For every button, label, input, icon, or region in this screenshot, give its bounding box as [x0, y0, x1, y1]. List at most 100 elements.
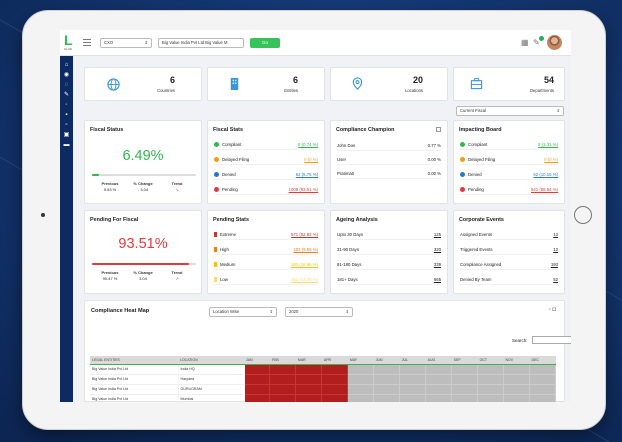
heat-map-year-select[interactable]: 2020 ⇕ [285, 307, 353, 317]
heat-map-column-header[interactable]: LOCATION [178, 356, 244, 365]
fiscal-stats-row[interactable]: Denied 62 (5.75 %) [214, 170, 318, 180]
eye-icon[interactable]: ◦ [65, 102, 68, 108]
expand-icon[interactable] [436, 127, 441, 132]
heat-map-cell[interactable] [373, 374, 401, 385]
heat-map-cell[interactable] [321, 364, 349, 375]
departments-card[interactable]: 54 Departments [453, 67, 565, 101]
heat-map-cell[interactable] [529, 374, 557, 385]
impacting-row[interactable]: Delayed Filing 0 (0 %) [460, 155, 558, 165]
home-icon[interactable]: ⌂ [64, 62, 69, 68]
ageing-value[interactable]: 125 [433, 232, 441, 237]
heat-map-cell[interactable] [425, 364, 453, 375]
fiscal-stats-value[interactable]: 62 (5.75 %) [295, 172, 318, 177]
impacting-row[interactable]: Denied 62 (10.15 %) [460, 170, 558, 180]
fiscal-stats-row[interactable]: Compliant 8 (0.74 %) [214, 140, 318, 150]
pending-row[interactable]: Extreme 571 (52.92 %) [214, 230, 318, 240]
heat-map-cell[interactable] [477, 384, 505, 395]
search-input[interactable] [532, 336, 571, 344]
heat-map-column-header[interactable]: LEGAL ENTITIES [90, 356, 178, 365]
heat-map-cell[interactable] [425, 384, 453, 395]
events-value[interactable]: 12 [553, 247, 558, 252]
locations-card[interactable]: 20 Locations [330, 67, 448, 101]
heat-map-cell[interactable] [503, 364, 530, 375]
bell-icon[interactable]: ✎ [533, 38, 540, 47]
ageing-value[interactable]: 665 [433, 277, 441, 282]
events-row[interactable]: Assigned Events 12 [460, 230, 558, 240]
pending-value[interactable]: 571 (52.92 %) [291, 232, 318, 237]
pending-row[interactable]: High 103 (9.55 %) [214, 245, 318, 255]
heat-map-column-header[interactable]: FEB [269, 356, 296, 365]
fiscal-select[interactable]: Current Fiscal ⇕ [456, 106, 564, 116]
heat-map-cell[interactable] [347, 384, 375, 395]
heat-map-view-select[interactable]: Location Wise ⇕ [209, 307, 277, 317]
document-icon[interactable]: ▪ [65, 112, 68, 118]
heat-map-cell[interactable] [503, 394, 530, 402]
fiscal-stats-row[interactable]: Pending 1009 (93.51 %) [214, 185, 318, 195]
app-logo[interactable]: L GLUE [64, 33, 76, 53]
heat-map-cell[interactable] [373, 364, 401, 375]
wrench-icon[interactable]: ✎ [63, 92, 70, 98]
chat-icon[interactable]: ▬ [63, 142, 70, 148]
pending-value[interactable]: 152 (14.09 %) [291, 277, 318, 282]
heat-map-cell[interactable] [373, 394, 401, 402]
heat-map-cell[interactable] [244, 364, 271, 375]
table-row[interactable]: Big Value India Pvt Ltd Mumbai [90, 394, 557, 402]
heat-map-column-header[interactable]: JAN [244, 356, 270, 365]
heat-map-cell[interactable] [244, 394, 271, 402]
heat-map-cell[interactable] [477, 374, 505, 385]
heat-map-cell[interactable] [451, 394, 479, 402]
events-value[interactable]: 52 [553, 277, 558, 282]
fiscal-stats-value[interactable]: 8 (0.74 %) [298, 142, 318, 147]
heat-map-cell[interactable] [529, 364, 557, 375]
table-row[interactable]: Big Value India Pvt Ltd India HQ [90, 364, 557, 375]
entity-select[interactable]: CXO ⇕ [100, 38, 152, 48]
heat-map-cell[interactable] [269, 384, 297, 395]
heat-map-cell[interactable] [347, 364, 375, 375]
heat-map-cell[interactable] [451, 374, 479, 385]
heat-map-cell[interactable] [477, 364, 505, 375]
heat-map-cell[interactable] [347, 394, 375, 402]
heat-map-cell[interactable] [399, 394, 427, 402]
table-row[interactable]: Big Value India Pvt Ltd GURUGRAM [90, 384, 557, 395]
ageing-value[interactable]: 320 [433, 247, 441, 252]
events-row[interactable]: Triggered Events 12 [460, 245, 558, 255]
countries-card[interactable]: 6 Countries [84, 67, 202, 101]
folder-icon[interactable]: ▫ [65, 122, 68, 128]
heat-map-column-header[interactable]: APR [321, 356, 348, 365]
pending-value[interactable]: 103 (9.55 %) [293, 247, 318, 252]
champion-value[interactable]: 0.00 % [427, 157, 441, 162]
events-value[interactable]: 193 [550, 262, 558, 267]
globe-icon[interactable]: ◉ [63, 72, 70, 78]
heat-map-cell[interactable] [373, 384, 401, 395]
heat-map-cell[interactable] [321, 384, 349, 395]
impacting-value[interactable]: 62 (10.15 %) [533, 172, 558, 177]
heat-map-cell[interactable] [321, 374, 349, 385]
heat-map-cell[interactable] [529, 384, 557, 395]
avatar[interactable] [547, 35, 562, 50]
camera-icon[interactable]: ◘ [552, 307, 556, 313]
events-row[interactable]: Denied By Team 52 [460, 275, 558, 285]
ageing-value[interactable]: 339 [433, 262, 441, 267]
company-select[interactable]: Big Value India Pvt Ltd Big Value M [158, 38, 244, 48]
impacting-value[interactable]: 8 (1.31 %) [538, 142, 558, 147]
champion-row[interactable]: Pratima0 0.00 % [337, 169, 441, 179]
gauge-icon[interactable]: ◌ [64, 82, 69, 88]
impacting-value[interactable]: 0 (0 %) [544, 157, 558, 162]
heat-map-cell[interactable] [295, 394, 323, 402]
heat-map-cell[interactable] [244, 374, 271, 385]
heat-map-cell[interactable] [399, 374, 427, 385]
heat-map-cell[interactable] [451, 384, 479, 395]
heat-map-cell[interactable] [269, 364, 297, 375]
fiscal-stats-row[interactable]: Delayed Filing 0 (0 %) [214, 155, 318, 165]
menu-icon[interactable] [83, 39, 91, 46]
events-value[interactable]: 12 [553, 232, 558, 237]
impacting-row[interactable]: Pending 541 (88.54 %) [460, 185, 558, 195]
heat-map-cell[interactable] [399, 364, 427, 375]
heat-map-column-header[interactable]: SEP [451, 356, 478, 365]
heat-map-column-header[interactable]: DEC [529, 356, 556, 365]
heat-map-cell[interactable] [503, 374, 530, 385]
go-button[interactable]: Go [250, 38, 280, 48]
heat-map-column-header[interactable]: MAY [347, 356, 374, 365]
heat-map-column-header[interactable]: AUG [425, 356, 452, 365]
ageing-row[interactable]: Upto 30 Days 125 [337, 230, 441, 240]
